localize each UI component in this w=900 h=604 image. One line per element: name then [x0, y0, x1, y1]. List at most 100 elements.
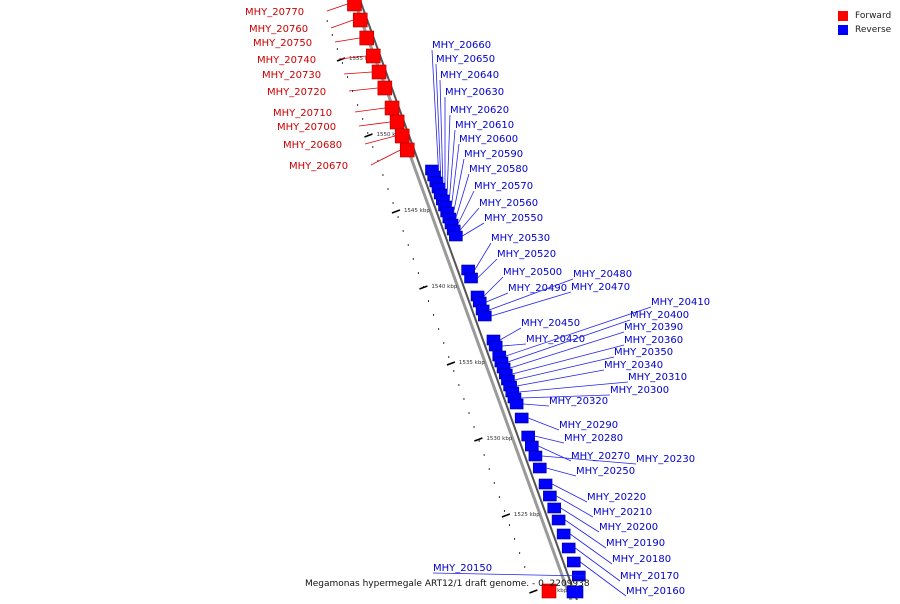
- reverse-gene-leader: [432, 50, 438, 170]
- forward-gene-block: [353, 13, 367, 27]
- tick-mark: [502, 514, 510, 517]
- reverse-gene-label: MHY_20410: [651, 297, 710, 308]
- reverse-gene-label: MHY_20200: [599, 522, 658, 533]
- reverse-gene-label: MHY_20300: [610, 385, 669, 396]
- tick-label: 1540 kbp: [431, 284, 457, 290]
- reverse-gene-label: MHY_20520: [497, 249, 556, 260]
- reverse-gene-label: MHY_20580: [469, 164, 528, 175]
- legend-forward: Forward: [838, 9, 891, 23]
- tick-label: 1545 kbp: [404, 208, 430, 214]
- genome-caption: Megamonas hypermegale ART12/1 draft geno…: [305, 579, 590, 589]
- reverse-gene-label: MHY_20630: [445, 87, 504, 98]
- forward-gene-block: [366, 49, 380, 63]
- reverse-gene-block: [478, 311, 491, 321]
- forward-gene-block: [360, 31, 374, 45]
- reverse-gene-label: MHY_20250: [576, 466, 635, 477]
- reverse-gene-block: [557, 529, 570, 539]
- reverse-gene-leader: [475, 243, 491, 270]
- reverse-gene-leader: [452, 144, 459, 206]
- reverse-gene-label: MHY_20320: [549, 396, 608, 407]
- reverse-gene-leader: [523, 404, 549, 406]
- forward-gene-label: MHY_20770: [245, 7, 304, 18]
- reverse-gene-label: MHY_20270: [571, 451, 630, 462]
- reverse-gene-leader: [449, 130, 455, 200]
- forward-gene-block: [347, 0, 361, 11]
- reverse-gene-leader: [456, 174, 469, 218]
- legend-forward-label: Forward: [855, 11, 891, 21]
- reverse-gene-label: MHY_20470: [571, 282, 630, 293]
- reverse-gene-label: MHY_20150: [433, 563, 492, 574]
- reverse-gene-leader: [454, 159, 464, 212]
- forward-gene-leader: [327, 4, 347, 11]
- reverse-gene-block: [465, 273, 478, 283]
- reverse-gene-leader: [478, 259, 497, 278]
- forward-gene-label: MHY_20670: [289, 161, 348, 172]
- forward-gene-block: [390, 115, 404, 129]
- legend: Forward Reverse: [838, 9, 891, 37]
- reverse-gene-label: MHY_20450: [521, 318, 580, 329]
- forward-gene-label: MHY_20760: [249, 24, 308, 35]
- reverse-gene-block: [529, 451, 542, 461]
- forward-gene-label: MHY_20750: [253, 38, 312, 49]
- reverse-gene-label: MHY_20660: [432, 40, 491, 51]
- reverse-gene-leader: [447, 115, 450, 194]
- reverse-gene-label: MHY_20160: [626, 586, 685, 597]
- reverse-gene-label: MHY_20310: [628, 372, 687, 383]
- reverse-gene-label: MHY_20650: [436, 54, 495, 65]
- tick-label: 1530 kbp: [486, 436, 512, 442]
- forward-swatch: [838, 11, 848, 21]
- reverse-gene-block: [543, 491, 556, 501]
- tick-mark: [364, 134, 372, 137]
- reverse-gene-block: [552, 515, 565, 525]
- reverse-gene-block: [449, 231, 462, 241]
- reverse-gene-leader: [528, 418, 559, 430]
- reverse-gene-label: MHY_20550: [484, 213, 543, 224]
- reverse-gene-label: MHY_20220: [587, 492, 646, 503]
- reverse-gene-leader: [491, 292, 571, 316]
- forward-gene-leader: [355, 108, 385, 112]
- tick-mark: [392, 210, 400, 213]
- reverse-gene-block: [539, 479, 552, 489]
- tick-label: 1535 kbp: [459, 360, 485, 366]
- reverse-gene-block: [533, 463, 546, 473]
- tick-mark: [447, 362, 455, 365]
- reverse-gene-label: MHY_20360: [624, 335, 683, 346]
- forward-gene-label: MHY_20720: [267, 87, 326, 98]
- reverse-gene-label: MHY_20180: [612, 554, 671, 565]
- forward-gene-label: MHY_20730: [262, 70, 321, 81]
- reverse-gene-block: [510, 399, 523, 409]
- reverse-gene-label: MHY_20280: [564, 433, 623, 444]
- legend-reverse: Reverse: [838, 23, 891, 37]
- reverse-gene-leader: [500, 328, 521, 340]
- reverse-gene-leader: [502, 344, 526, 346]
- reverse-gene-leader: [458, 191, 474, 224]
- reverse-gene-label: MHY_20390: [624, 322, 683, 333]
- reverse-gene-label: MHY_20590: [464, 149, 523, 160]
- reverse-gene-label: MHY_20210: [593, 507, 652, 518]
- forward-gene-label: MHY_20680: [283, 140, 342, 151]
- reverse-gene-label: MHY_20610: [455, 120, 514, 131]
- reverse-gene-block: [567, 557, 580, 567]
- reverse-gene-block: [525, 441, 538, 451]
- reverse-gene-label: MHY_20600: [459, 134, 518, 145]
- forward-gene-label: MHY_20700: [277, 122, 336, 133]
- forward-gene-block: [385, 101, 399, 115]
- forward-gene-block: [372, 65, 386, 79]
- reverse-gene-label: MHY_20290: [559, 420, 618, 431]
- legend-reverse-label: Reverse: [855, 25, 891, 35]
- reverse-gene-label: MHY_20620: [450, 105, 509, 116]
- forward-gene-leader: [344, 72, 372, 74]
- reverse-gene-label: MHY_20500: [503, 267, 562, 278]
- reverse-gene-label: MHY_20170: [620, 571, 679, 582]
- reverse-gene-label: MHY_20350: [614, 347, 673, 358]
- reverse-gene-leader: [460, 208, 479, 230]
- reverse-gene-block: [515, 413, 528, 423]
- reverse-gene-block: [522, 431, 535, 441]
- forward-gene-block: [378, 81, 392, 95]
- tick-label: 1525 kbp: [514, 512, 540, 518]
- tick-mark: [529, 590, 537, 593]
- reverse-gene-label: MHY_20570: [474, 181, 533, 192]
- reverse-gene-leader: [538, 446, 571, 461]
- reverse-gene-block: [562, 543, 575, 553]
